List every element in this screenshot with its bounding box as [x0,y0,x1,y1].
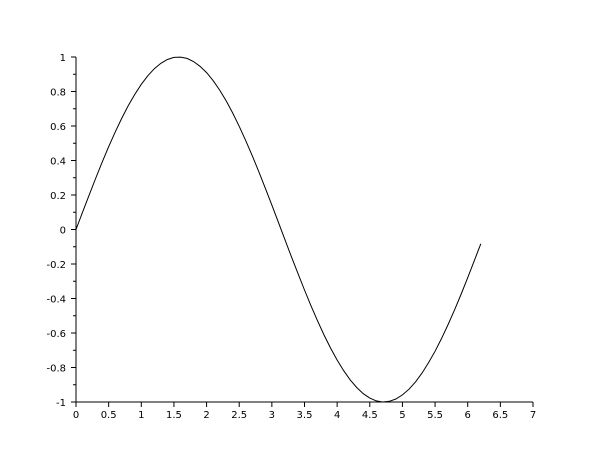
axes: 0 0.5 1 1.5 2 2.5 3 3.5 4 4.5 5 5.5 6 6.5 7 -1 -0.8 -0.6 -… [46,53,536,421]
x-tick-label: 5 [399,410,405,421]
y-tick-label: -0.4 [46,295,66,306]
x-tick-label: 6.5 [492,410,508,421]
y-tick-label: -0.6 [46,329,66,340]
y-tick-label: 0.8 [50,88,66,99]
y-tick-label: 0.2 [50,191,66,202]
plot-area [75,56,482,403]
y-tick-label: -1 [56,398,66,409]
y-tick-label: -0.2 [46,260,66,271]
y-tick-label: 1 [60,53,66,64]
y-tick-label: -0.8 [46,364,66,375]
x-tick-label: 0.5 [101,410,117,421]
y-tick-label: 0.6 [50,122,66,133]
y-tick-label: 0.4 [50,157,66,168]
x-tick-label: 6 [465,410,471,421]
x-tick-label: 7 [530,410,536,421]
x-tick-label: 2 [203,410,209,421]
sine-series-line [75,56,482,403]
x-tick-label: 4.5 [362,410,378,421]
x-tick-label: 4 [334,410,340,421]
x-tick-label: 5.5 [427,410,443,421]
x-tick-label: 0 [73,410,79,421]
x-tick-label: 1.5 [166,410,182,421]
x-tick-label: 3 [269,410,275,421]
y-tick-label: 0 [60,226,66,237]
x-tick-label: 3.5 [297,410,313,421]
x-tick-label: 1 [138,410,144,421]
x-tick-label: 2.5 [231,410,247,421]
